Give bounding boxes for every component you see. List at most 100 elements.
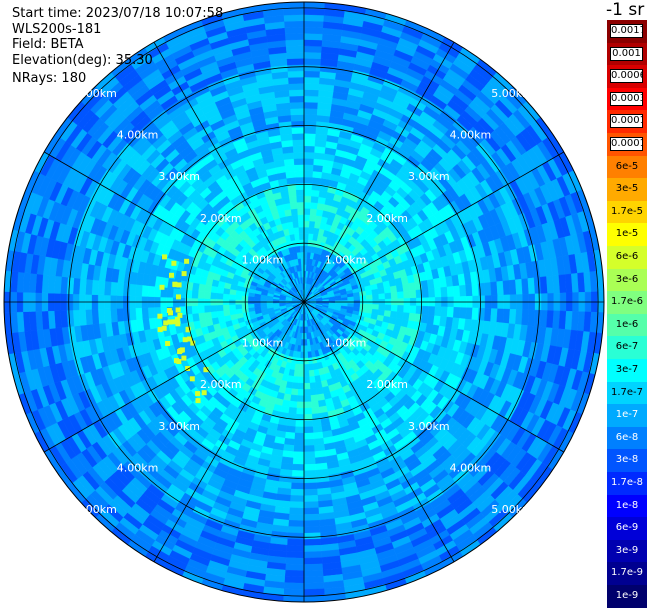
field-bin: [304, 46, 322, 53]
field-bin: [289, 514, 304, 521]
field-bin: [304, 558, 322, 565]
field-bin: [293, 221, 299, 228]
field-bin: [284, 8, 305, 15]
ring-label: 4.00km: [117, 129, 159, 142]
band-bin: [182, 271, 187, 276]
ring-label: 5.00km: [75, 87, 117, 100]
colorbar-cell: 6e-7: [607, 336, 647, 359]
field-bin: [304, 570, 323, 577]
field-bin: [304, 90, 319, 97]
field-bin: [379, 305, 386, 311]
field-bin: [447, 286, 454, 297]
field-bin: [304, 40, 322, 47]
colorbar-cell: 6e-5: [607, 156, 647, 179]
field-bin: [229, 309, 236, 315]
field-bin: [284, 15, 304, 22]
field-bin: [293, 452, 304, 459]
field-bin: [503, 280, 510, 295]
nrays-label: NRays: 180: [12, 71, 86, 87]
field-bin: [287, 52, 304, 59]
field-bin: [235, 304, 242, 309]
field-bin: [428, 288, 435, 297]
colorbar-unit-label: -1 sr: [606, 0, 644, 20]
ring-label: 3.00km: [408, 170, 450, 183]
field-bin: [304, 427, 313, 434]
field-bin: [304, 240, 308, 246]
field-bin: [135, 308, 142, 320]
ring-label: 2.00km: [366, 378, 408, 391]
field-bin: [304, 152, 315, 159]
ring-label: 3.00km: [158, 420, 200, 433]
field-bin: [298, 215, 304, 221]
field-bin: [217, 293, 224, 299]
field-bin: [285, 165, 295, 172]
field-bin: [311, 395, 318, 402]
field-bin: [313, 426, 323, 433]
field-bin: [384, 287, 391, 294]
start-time-label: Start time: 2023/07/18 10:07:58: [12, 6, 223, 22]
field-bin: [284, 159, 294, 166]
colorbar-cell: 1.7e-6: [607, 291, 647, 314]
field-bin: [211, 311, 218, 318]
band-bin: [195, 391, 200, 396]
colorbar-level-label: 1.7e-6: [607, 296, 647, 308]
field-bin: [198, 291, 205, 299]
field-bin: [294, 227, 300, 234]
field-bin: [98, 309, 105, 324]
field-bin: [304, 402, 311, 409]
field-bin: [287, 222, 294, 229]
field-bin: [291, 483, 304, 490]
field-bin: [313, 171, 323, 178]
field-bin: [204, 292, 211, 299]
field-bin: [288, 527, 304, 534]
field-bin: [148, 286, 155, 297]
field-bin: [311, 190, 319, 197]
band-bin: [196, 398, 201, 403]
field-bin: [291, 115, 304, 122]
field-bin: [304, 371, 309, 377]
field-bin: [293, 140, 304, 147]
ring-label: 5.00km: [491, 503, 533, 516]
band-bin: [178, 348, 183, 353]
field-bin: [304, 108, 318, 115]
field-bin: [286, 558, 304, 565]
field-bin: [422, 306, 429, 315]
colorbar-level-label: 1e-5: [607, 228, 647, 240]
field-bin: [304, 227, 309, 233]
field-bin: [428, 306, 435, 315]
colorbar-cell: 3e-9: [607, 540, 647, 563]
field-bin: [391, 292, 398, 299]
field-bin: [304, 470, 316, 477]
field-bin: [309, 370, 315, 377]
field-bin: [422, 289, 429, 298]
field-bin: [85, 309, 92, 325]
band-bin: [165, 341, 170, 346]
field-bin: [117, 282, 124, 295]
field-bin: [304, 246, 308, 252]
field-bin: [296, 190, 304, 197]
field-bin: [372, 304, 379, 309]
field-bin: [217, 305, 224, 311]
field-bin: [298, 389, 305, 396]
field-bin: [285, 432, 295, 439]
colorbar-level-label: 3e-5: [607, 183, 647, 195]
field-bin: [304, 96, 318, 103]
field-bin: [441, 287, 448, 297]
field-bin: [304, 396, 311, 403]
field-bin: [314, 159, 324, 166]
field-bin: [491, 282, 498, 296]
colorbar-cell: 0.0006: [607, 65, 647, 88]
field-bin: [385, 293, 392, 299]
field-bin: [515, 309, 522, 325]
colorbar-cell: 3e-7: [607, 359, 647, 382]
field-bin: [397, 292, 404, 299]
field-bin: [304, 146, 315, 153]
field-bin: [292, 383, 299, 390]
colorbar-level-label: 3e-6: [607, 274, 647, 286]
field-bin: [301, 258, 304, 264]
band-bin: [169, 273, 174, 278]
field-bin: [304, 352, 308, 358]
field-bin: [295, 171, 304, 178]
field-bin: [410, 290, 417, 298]
field-bin: [304, 158, 314, 165]
